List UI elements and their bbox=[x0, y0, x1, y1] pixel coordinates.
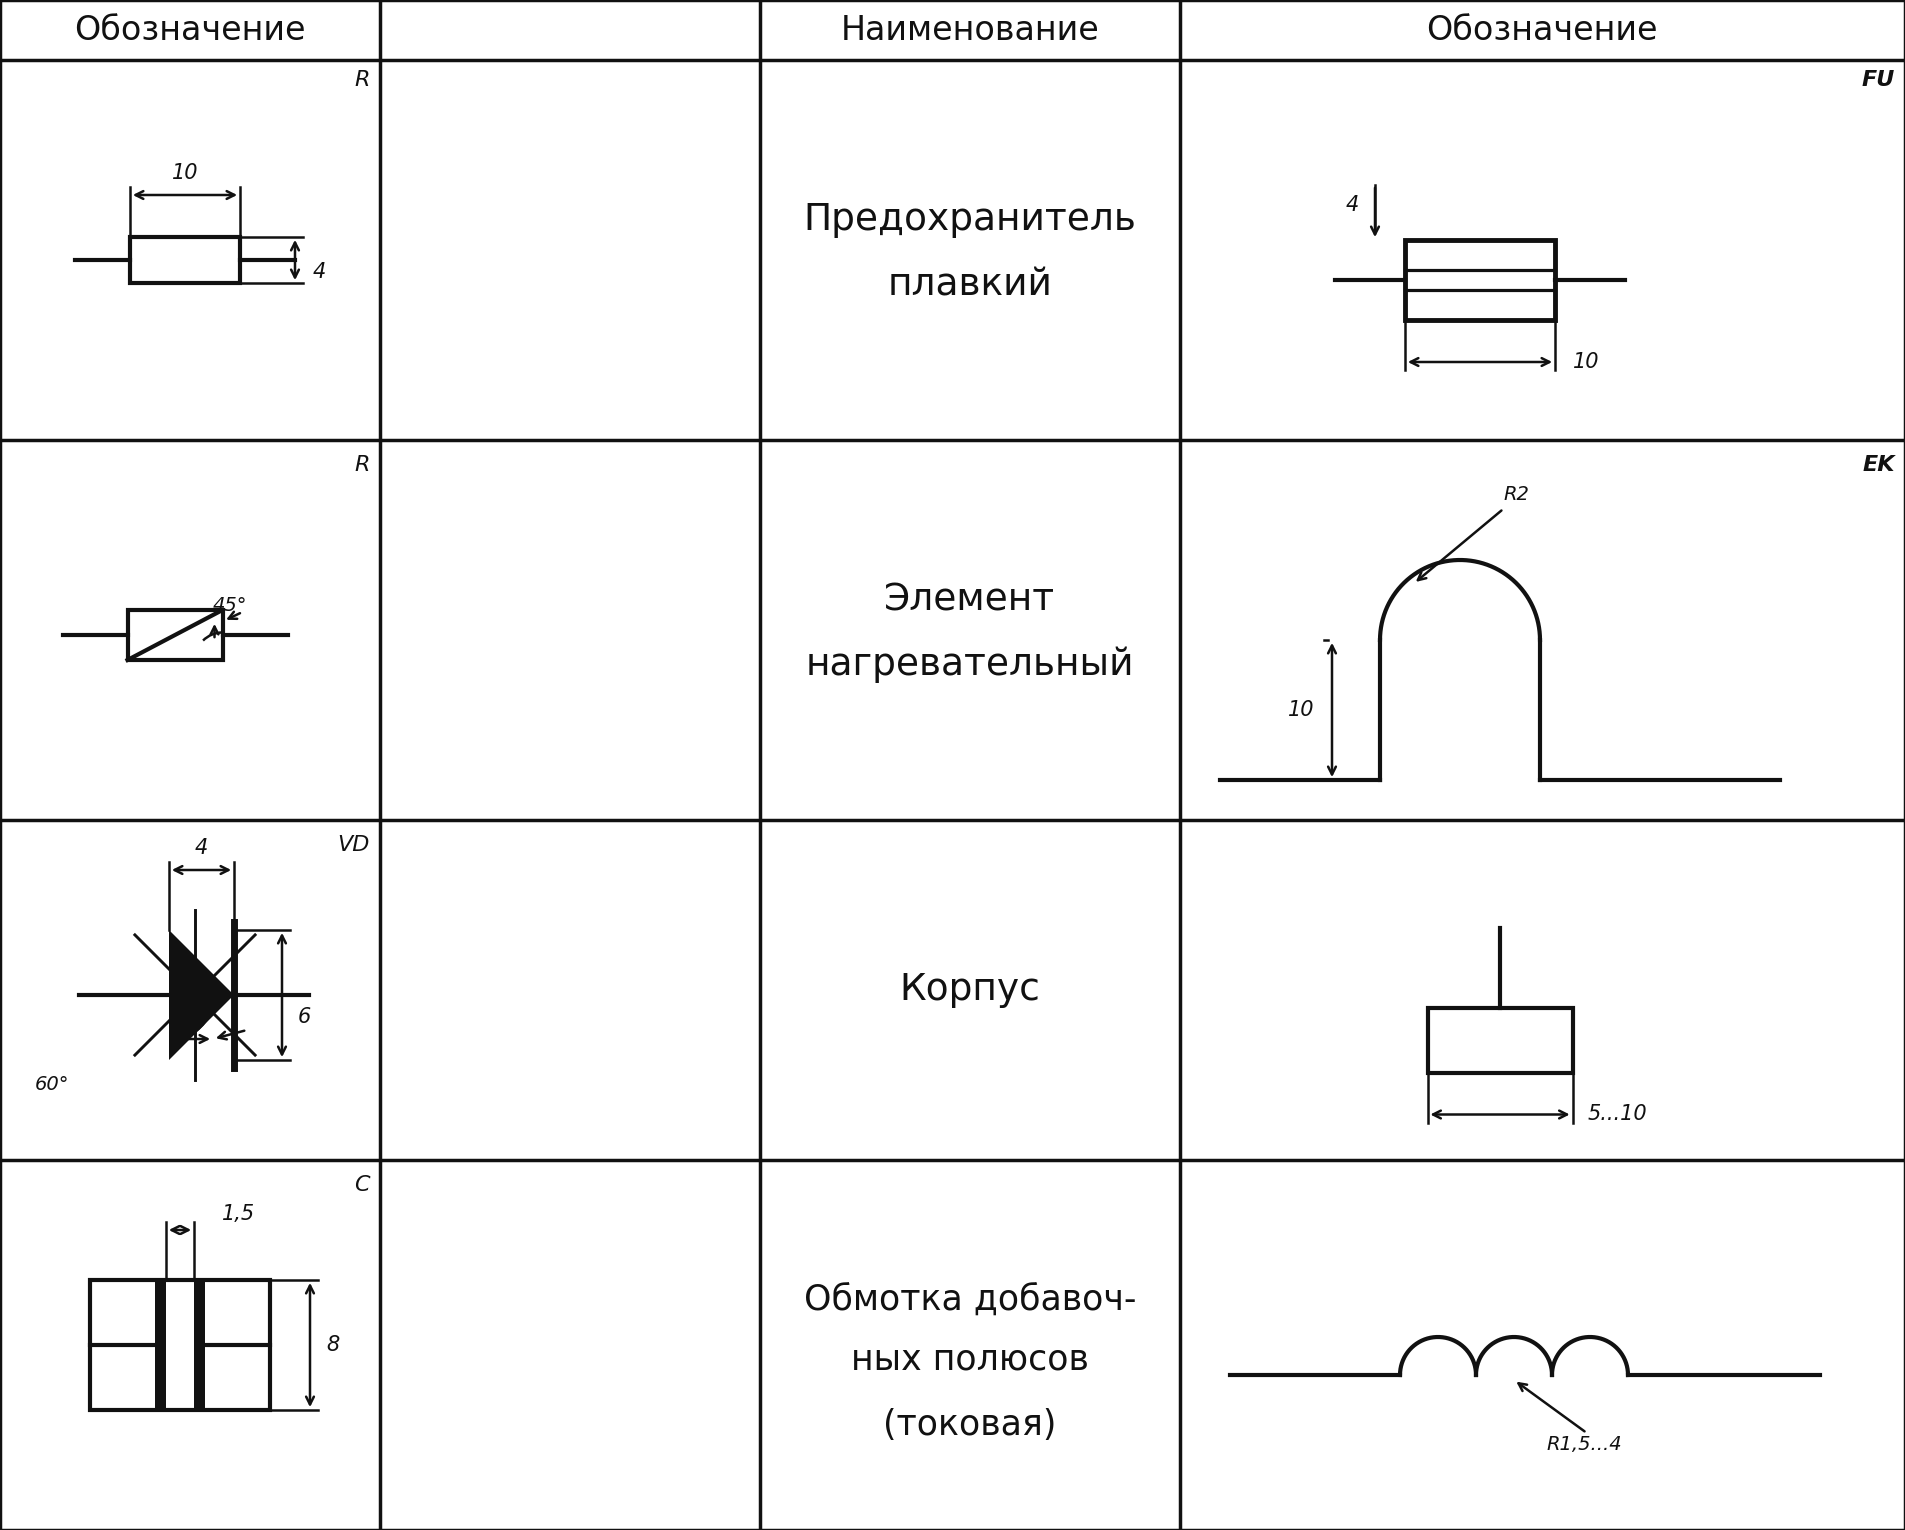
Text: 4: 4 bbox=[312, 262, 326, 282]
Text: R2: R2 bbox=[1503, 485, 1530, 503]
Text: R: R bbox=[354, 454, 370, 474]
Text: 60°: 60° bbox=[34, 1076, 69, 1094]
Text: Наименование: Наименование bbox=[840, 14, 1099, 46]
Text: EK: EK bbox=[1863, 454, 1895, 474]
Text: 45°: 45° bbox=[213, 595, 248, 615]
Text: R1,5...4: R1,5...4 bbox=[1547, 1435, 1623, 1454]
Text: плавкий: плавкий bbox=[888, 268, 1052, 303]
Text: нагревательный: нагревательный bbox=[806, 647, 1133, 684]
Text: 10: 10 bbox=[171, 164, 198, 184]
Bar bbox=[1427, 1007, 1572, 1073]
Text: ных полюсов: ных полюсов bbox=[852, 1343, 1090, 1377]
Text: R: R bbox=[354, 70, 370, 90]
Bar bbox=[194, 1281, 206, 1411]
Text: FU: FU bbox=[1861, 70, 1895, 90]
Text: Корпус: Корпус bbox=[899, 972, 1040, 1008]
Text: 10: 10 bbox=[1288, 701, 1314, 721]
Bar bbox=[90, 1281, 271, 1411]
Bar bbox=[130, 237, 240, 283]
Text: VD: VD bbox=[337, 835, 370, 855]
Text: Обозначение: Обозначение bbox=[74, 14, 305, 46]
Text: 1,5: 1,5 bbox=[223, 1204, 255, 1224]
Text: (токовая): (токовая) bbox=[884, 1408, 1057, 1441]
Polygon shape bbox=[170, 930, 234, 1060]
Text: Обозначение: Обозначение bbox=[1427, 14, 1657, 46]
Text: 5...10: 5...10 bbox=[1587, 1105, 1648, 1125]
Text: Обмотка добавоч-: Обмотка добавоч- bbox=[804, 1284, 1135, 1317]
Text: 4: 4 bbox=[1345, 194, 1358, 214]
Text: C: C bbox=[354, 1175, 370, 1195]
Bar bbox=[1406, 240, 1554, 320]
Bar bbox=[154, 1281, 166, 1411]
Text: Элемент: Элемент bbox=[884, 581, 1055, 618]
Text: 6: 6 bbox=[297, 1007, 311, 1027]
Text: 10: 10 bbox=[1574, 352, 1600, 372]
Text: 4: 4 bbox=[194, 838, 208, 858]
Text: 8: 8 bbox=[326, 1336, 339, 1356]
Text: Предохранитель: Предохранитель bbox=[804, 202, 1137, 239]
Bar bbox=[128, 610, 223, 659]
